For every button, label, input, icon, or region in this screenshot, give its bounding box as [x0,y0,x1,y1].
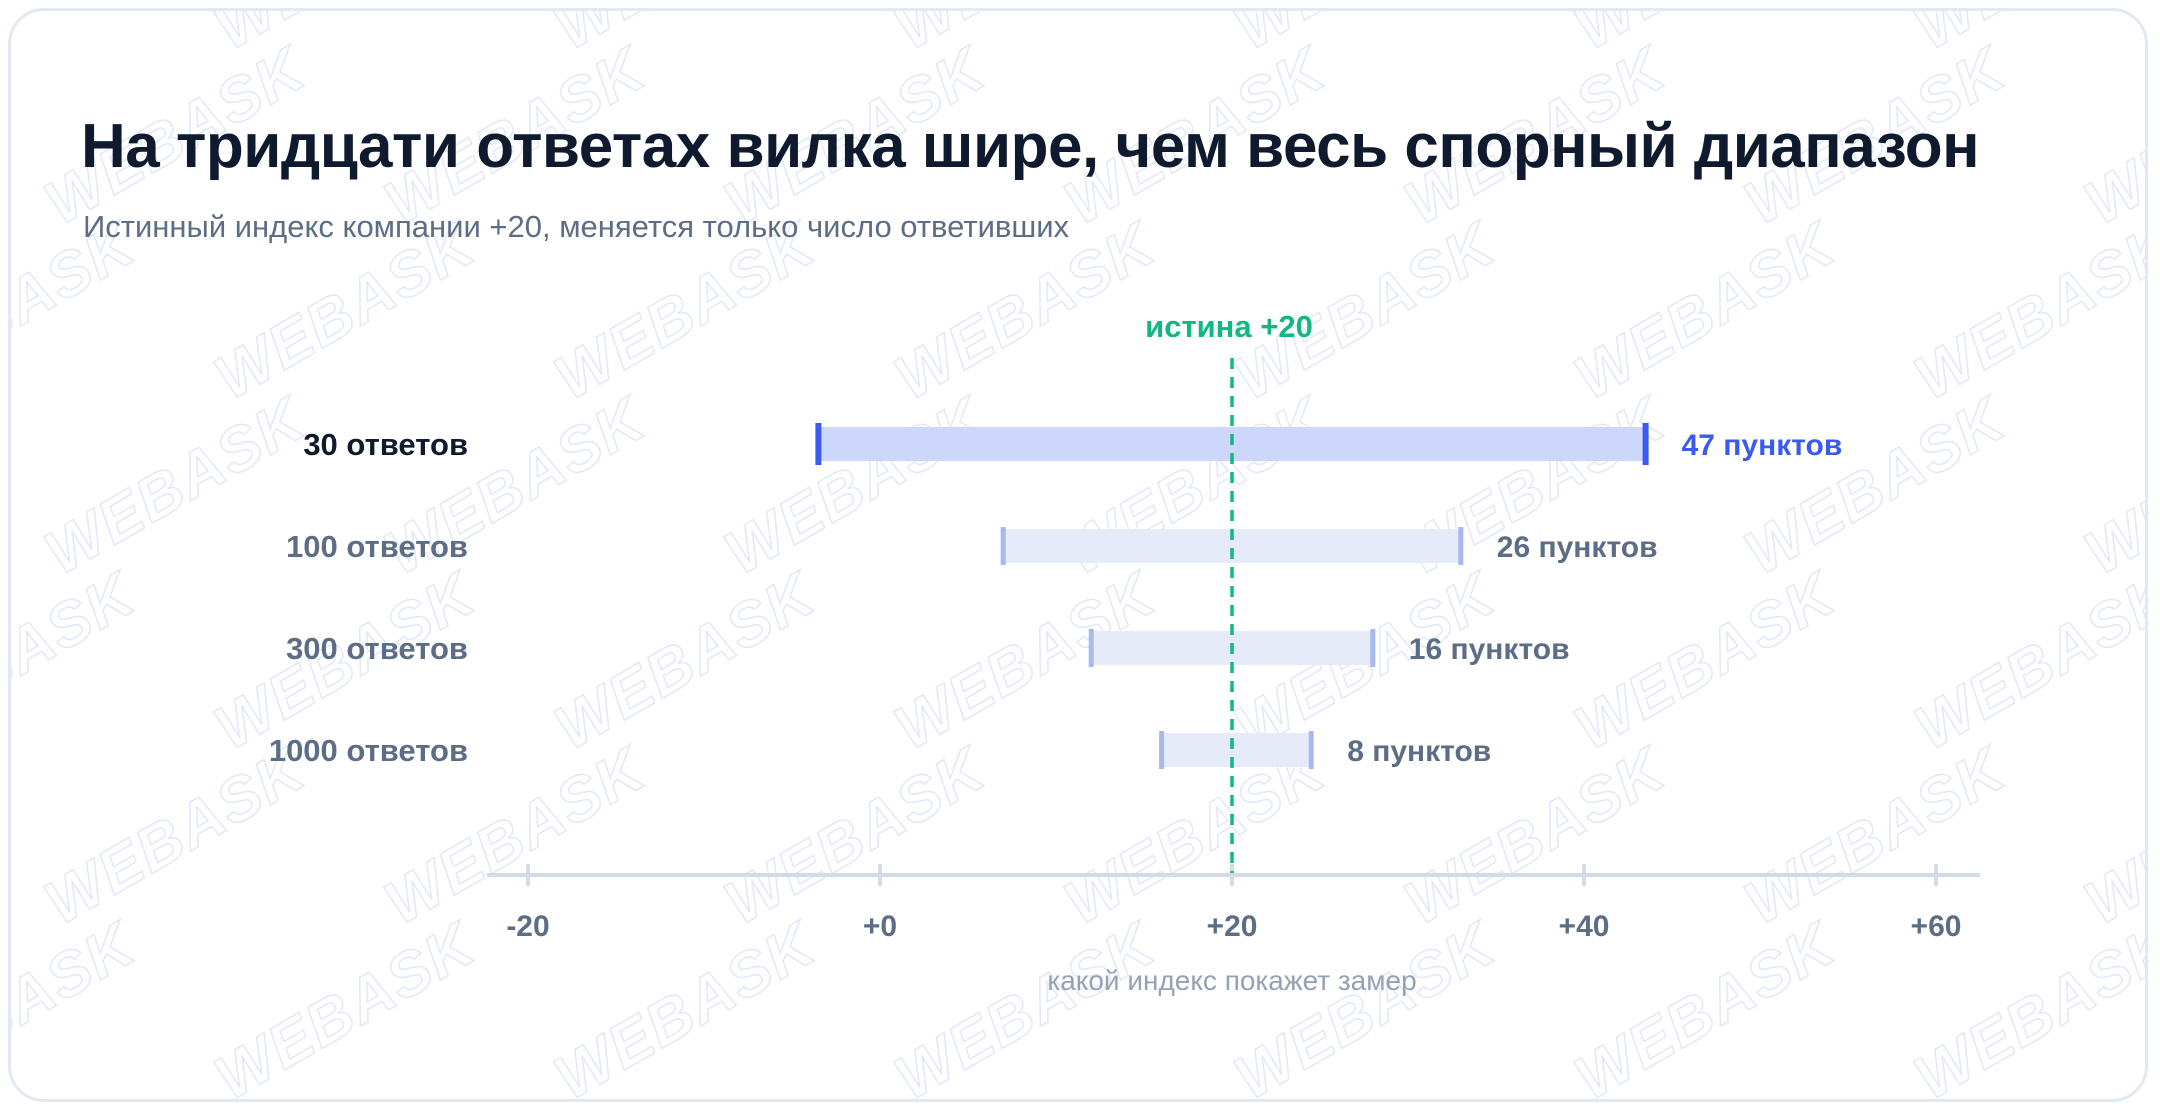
x-tick-label: +0 [863,910,897,943]
range-cap-high [1642,423,1649,465]
range-cap-low [815,423,822,465]
x-axis: -20 +0 +20 +40 +60 какой индекс покажет замер [487,864,1980,996]
range-cap-low [1088,629,1094,667]
range-row: 100 ответов 26 пунктов [286,527,1658,565]
row-label: 100 ответов [286,529,468,564]
row-label: 1000 ответов [269,733,468,768]
range-width-label: 26 пунктов [1497,531,1658,564]
x-tick-label: +40 [1559,910,1610,943]
range-row: 300 ответов 16 пунктов [286,629,1570,667]
x-tick-label: +20 [1207,910,1258,943]
range-rows: 30 ответов 47 пунктов 100 ответов 26 пункто… [269,423,1842,769]
x-tick-label: -20 [506,910,549,943]
range-cap-high [1458,527,1464,565]
range-width-label: 16 пунктов [1409,633,1570,666]
range-width-label: 47 пунктов [1682,429,1843,462]
range-row: 30 ответов 47 пунктов [303,423,1842,465]
range-row: 1000 ответов 8 пунктов [269,731,1491,769]
page-subtitle: Истинный индекс компании +20, меняется т… [83,209,1070,244]
truth-label: истина +20 [1145,309,1313,344]
range-cap-high [1308,731,1314,769]
range-width-label: 8 пунктов [1347,735,1491,768]
x-axis-title: какой индекс покажет замер [1047,965,1416,996]
range-cap-low [1159,731,1165,769]
range-bar [1161,733,1312,767]
truth-marker: истина +20 [1145,309,1313,873]
range-cap-low [1000,527,1006,565]
row-label: 300 ответов [286,631,468,666]
range-cap-high [1370,629,1376,667]
row-label: 30 ответов [303,427,468,462]
page-title: На тридцати ответах вилка шире, чем весь… [81,112,1980,181]
x-tick-label: +60 [1911,910,1962,943]
